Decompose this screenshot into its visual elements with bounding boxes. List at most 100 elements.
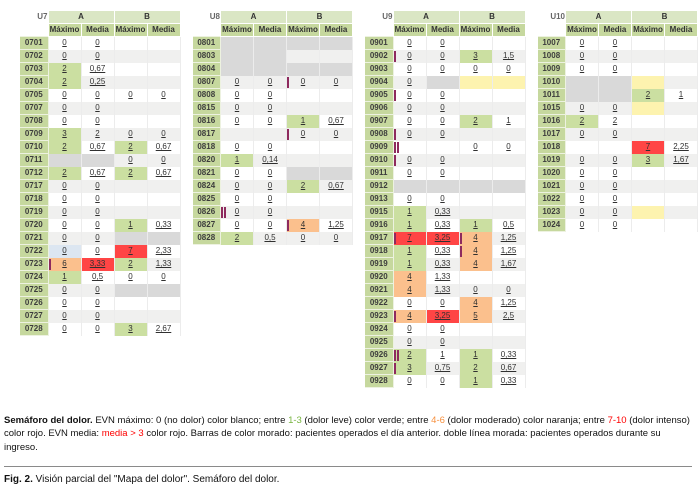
score-cell[interactable]: 3,33 [81, 257, 115, 271]
score-value[interactable]: 0 [407, 38, 412, 48]
score-value[interactable]: 0 [128, 155, 133, 164]
score-value[interactable]: 4 [407, 311, 412, 320]
score-value[interactable]: 0 [579, 64, 585, 73]
score-cell[interactable]: 4 [393, 283, 427, 297]
score-cell[interactable]: 0 [48, 192, 82, 206]
score-cell[interactable]: 2 [459, 361, 493, 375]
score-cell[interactable]: 5 [459, 309, 493, 323]
score-value[interactable]: 7 [645, 142, 651, 151]
score-cell[interactable]: 1,25 [492, 296, 526, 310]
score-cell[interactable]: 0 [426, 192, 460, 206]
score-cell[interactable]: 0 [114, 153, 148, 167]
score-cell[interactable]: 0 [393, 166, 427, 180]
score-value[interactable]: 0 [440, 116, 445, 125]
score-cell[interactable]: 0 [220, 114, 254, 128]
score-value[interactable]: 2 [473, 116, 478, 125]
score-cell[interactable]: 0 [565, 205, 599, 219]
score-value[interactable]: 1 [407, 259, 412, 268]
score-cell[interactable]: 0 [426, 88, 460, 102]
score-cell[interactable]: 0 [319, 231, 353, 245]
score-cell[interactable]: 0 [220, 75, 254, 89]
score-cell[interactable]: 0 [393, 127, 427, 141]
score-value[interactable]: 2 [645, 90, 651, 99]
score-cell[interactable]: 0,5 [253, 231, 287, 245]
score-cell[interactable]: 0 [48, 322, 82, 336]
score-cell[interactable]: 0 [598, 153, 632, 167]
score-cell[interactable]: 0 [598, 127, 632, 141]
score-cell[interactable]: 0 [81, 309, 115, 323]
score-cell[interactable]: 0 [565, 127, 599, 141]
score-value[interactable]: 0 [62, 116, 67, 125]
score-cell[interactable]: 0 [220, 218, 254, 232]
score-value[interactable]: 4 [473, 298, 478, 307]
score-cell[interactable]: 2,67 [147, 322, 181, 336]
score-value[interactable]: 0 [234, 77, 240, 86]
score-value[interactable]: 0 [267, 207, 273, 216]
score-value[interactable]: 0,5 [91, 272, 104, 281]
score-value[interactable]: 1,67 [500, 259, 517, 268]
score-cell[interactable]: 2,5 [492, 309, 526, 323]
score-value[interactable]: 0 [612, 155, 618, 164]
score-cell[interactable]: 0 [319, 127, 353, 141]
score-cell[interactable]: 2 [598, 114, 632, 128]
score-value[interactable]: 0 [407, 298, 412, 307]
score-cell[interactable]: 0 [220, 140, 254, 154]
score-value[interactable]: 0 [234, 90, 240, 99]
score-cell[interactable]: 0,67 [81, 166, 115, 180]
score-cell[interactable]: 0 [48, 231, 82, 245]
score-cell[interactable]: 1 [664, 88, 698, 102]
score-cell[interactable]: 0,25 [81, 75, 115, 89]
score-cell[interactable]: 3 [459, 49, 493, 63]
score-cell[interactable]: 1 [286, 114, 320, 128]
score-cell[interactable]: 0,67 [492, 361, 526, 375]
score-value[interactable]: 0 [612, 38, 618, 48]
score-value[interactable]: 4 [300, 220, 306, 229]
score-cell[interactable]: 0 [81, 205, 115, 219]
score-value[interactable]: 0 [440, 64, 445, 73]
score-value[interactable]: 0 [473, 64, 478, 73]
score-value[interactable]: 0,67 [328, 116, 344, 125]
score-value[interactable]: 1 [62, 272, 67, 281]
score-cell[interactable]: 1,33 [426, 283, 460, 297]
score-value[interactable]: 0,67 [500, 363, 517, 372]
score-cell[interactable]: 2 [286, 179, 320, 193]
score-value[interactable]: 1 [678, 90, 684, 99]
score-cell[interactable]: 7 [114, 244, 148, 258]
score-value[interactable]: 0,33 [434, 220, 451, 229]
score-value[interactable]: 0 [407, 337, 412, 346]
score-cell[interactable]: 0 [220, 205, 254, 219]
score-cell[interactable]: 0 [147, 127, 181, 141]
score-cell[interactable]: 1 [492, 114, 526, 128]
score-cell[interactable]: 0,33 [492, 348, 526, 362]
score-value[interactable]: 0 [161, 90, 166, 99]
score-cell[interactable]: 0 [598, 62, 632, 76]
score-cell[interactable]: 3 [631, 153, 665, 167]
score-value[interactable]: 0 [407, 116, 412, 125]
score-cell[interactable]: 0,67 [81, 62, 115, 76]
score-value[interactable]: 0 [95, 116, 100, 125]
score-cell[interactable]: 0 [81, 192, 115, 206]
score-value[interactable]: 0 [95, 90, 100, 99]
score-value[interactable]: 0 [234, 103, 240, 112]
score-cell[interactable]: 0 [565, 49, 599, 63]
score-value[interactable]: 3 [407, 363, 412, 372]
score-cell[interactable]: 0 [598, 49, 632, 63]
score-value[interactable]: 0 [407, 51, 412, 60]
score-cell[interactable]: 0 [114, 270, 148, 284]
score-cell[interactable]: 0 [598, 218, 632, 232]
score-cell[interactable]: 0 [253, 205, 287, 219]
score-value[interactable]: 0 [440, 376, 445, 385]
score-value[interactable]: 3 [62, 129, 67, 138]
score-cell[interactable]: 1,25 [492, 244, 526, 258]
score-cell[interactable]: 0 [220, 88, 254, 102]
score-value[interactable]: 0 [62, 38, 67, 48]
score-value[interactable]: 1 [407, 246, 412, 255]
score-cell[interactable]: 0 [220, 101, 254, 115]
score-value[interactable]: 6 [62, 259, 67, 268]
score-cell[interactable]: 1 [393, 244, 427, 258]
score-value[interactable]: 0,67 [89, 64, 106, 73]
score-cell[interactable]: 0,33 [426, 244, 460, 258]
score-cell[interactable]: 0 [81, 296, 115, 310]
score-value[interactable]: 0 [161, 155, 166, 164]
score-value[interactable]: 0 [267, 181, 273, 190]
